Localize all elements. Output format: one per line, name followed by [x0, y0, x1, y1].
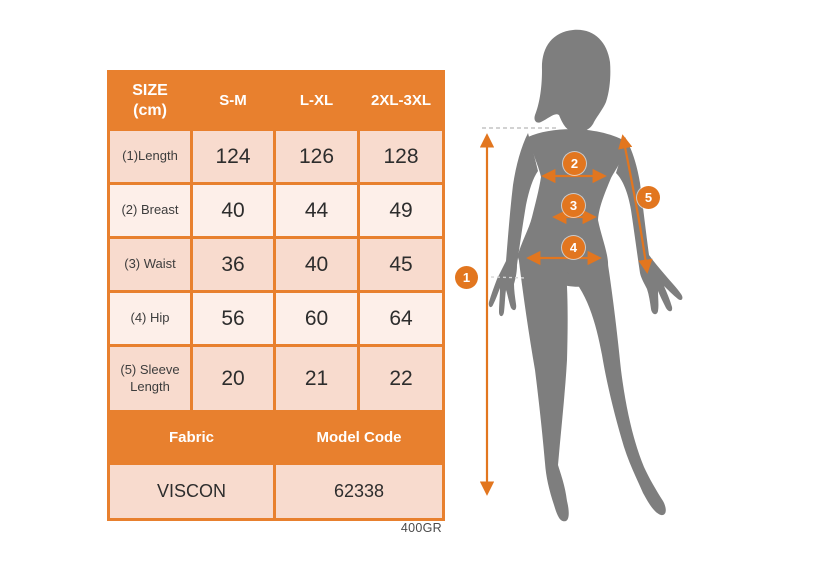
table-footer-header-row: Fabric Model Code	[107, 410, 445, 465]
table-row-waist: (3) Waist 36 40 45	[107, 236, 445, 293]
length-sm: 124	[190, 128, 276, 185]
sleeve-sm: 20	[190, 344, 276, 413]
marker-3-waist: 3	[562, 194, 585, 217]
sleeve-lxl: 21	[273, 344, 360, 413]
left-leg-shape	[518, 253, 569, 522]
row-label-length: (1)Length	[107, 128, 193, 185]
breast-sm: 40	[190, 182, 276, 239]
hip-dashed-line	[490, 276, 528, 279]
left-arm-shape	[488, 133, 538, 317]
head-shape	[534, 29, 611, 133]
table-row-hip: (4) Hip 56 60 64	[107, 290, 445, 347]
table-row-length: (1)Length 124 126 128	[107, 128, 445, 185]
model-code-header: Model Code	[273, 410, 445, 465]
model-code-value: 62338	[273, 462, 445, 521]
waist-lxl: 40	[273, 236, 360, 293]
table-row-sleeve: (5) Sleeve Length 20 21 22	[107, 344, 445, 413]
column-header-sm: S-M	[190, 70, 276, 131]
waist-sm: 36	[190, 236, 276, 293]
size-header-line2: (cm)	[133, 101, 167, 119]
female-body-silhouette	[479, 29, 683, 522]
length-2xl3xl: 128	[357, 128, 445, 185]
marker-5-sleeve: 5	[637, 186, 660, 209]
size-unit-header: SIZE (cm)	[107, 70, 193, 131]
waist-2xl3xl: 45	[357, 236, 445, 293]
marker-4-hip: 4	[562, 236, 585, 259]
fabric-header: Fabric	[107, 410, 276, 465]
size-header-line1: SIZE	[132, 82, 168, 100]
sleeve-2xl3xl: 22	[357, 344, 445, 413]
sleeve-arrow	[618, 134, 653, 274]
size-chart-table: SIZE (cm) S-M L-XL 2XL-3XL (1)Length 124…	[107, 70, 445, 521]
silhouette-shapes	[488, 29, 683, 522]
marker-1-length: 1	[455, 266, 478, 289]
fabric-value: VISCON	[107, 462, 276, 521]
breast-lxl: 44	[273, 182, 360, 239]
row-label-waist: (3) Waist	[107, 236, 193, 293]
table-header-row: SIZE (cm) S-M L-XL 2XL-3XL	[107, 70, 445, 131]
table-row-breast: (2) Breast 40 44 49	[107, 182, 445, 239]
right-leg-shape	[565, 258, 666, 516]
row-label-breast: (2) Breast	[107, 182, 193, 239]
marker-2-breast: 2	[563, 152, 586, 175]
breast-2xl3xl: 49	[357, 182, 445, 239]
length-lxl: 126	[273, 128, 360, 185]
table-footer-value-row: VISCON 62338	[107, 462, 445, 521]
row-label-hip: (4) Hip	[107, 290, 193, 347]
column-header-2xl3xl: 2XL-3XL	[357, 70, 445, 131]
right-arm-shape	[616, 137, 683, 315]
hip-2xl3xl: 64	[357, 290, 445, 347]
weight-note: 400GR	[400, 521, 442, 535]
row-label-sleeve: (5) Sleeve Length	[107, 344, 193, 413]
hip-lxl: 60	[273, 290, 360, 347]
hip-sm: 56	[190, 290, 276, 347]
column-header-lxl: L-XL	[273, 70, 360, 131]
measurement-arrows	[479, 133, 653, 496]
